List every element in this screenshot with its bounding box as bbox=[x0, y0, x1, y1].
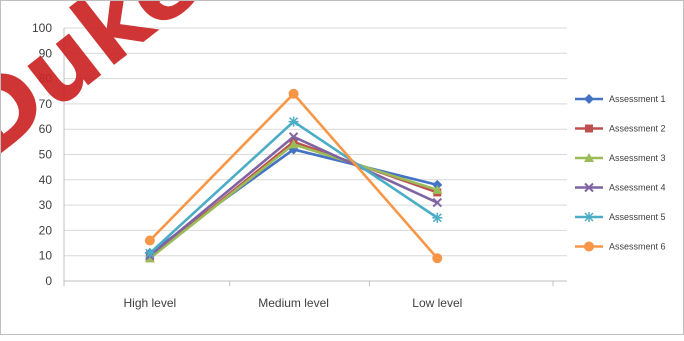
y-tick-label: 20 bbox=[39, 223, 53, 237]
y-tick-label: 70 bbox=[39, 97, 53, 111]
legend-label: Assessment 5 bbox=[609, 212, 666, 222]
legend-label: Assessment 6 bbox=[609, 242, 666, 252]
legend: Assessment 1 Assessment 2 Assessment 3 Asse… bbox=[575, 94, 666, 252]
data-point-assessment-5 bbox=[144, 248, 155, 259]
legend-label: Assessment 3 bbox=[609, 153, 666, 163]
watermark-text: Duke bbox=[1, 1, 221, 179]
x-tick-label: Medium level bbox=[258, 296, 329, 310]
series-line-assessment-2 bbox=[149, 140, 438, 260]
data-point-assessment-6 bbox=[432, 253, 443, 264]
y-tick-label: 10 bbox=[39, 249, 53, 263]
y-tick-label: 50 bbox=[39, 148, 53, 162]
data-point-assessment-5 bbox=[432, 212, 443, 223]
data-point-assessment-1 bbox=[432, 179, 443, 190]
watermark-logo: Duke bbox=[0, 0, 221, 179]
legend-label: Assessment 4 bbox=[609, 183, 666, 193]
series-line-assessment-1 bbox=[149, 148, 438, 255]
legend-label: Assessment 1 bbox=[609, 94, 666, 104]
data-point-assessment-5 bbox=[288, 116, 299, 127]
data-point-assessment-3 bbox=[432, 184, 443, 194]
legend-marker bbox=[584, 212, 594, 222]
x-tick-label: Low level bbox=[412, 296, 462, 310]
data-point-assessment-6 bbox=[288, 88, 299, 99]
legend-marker bbox=[584, 241, 594, 252]
legend-label: Assessment 2 bbox=[609, 124, 666, 134]
legend-marker bbox=[584, 153, 594, 162]
data-point-assessment-4 bbox=[288, 132, 299, 142]
legend-marker bbox=[584, 94, 594, 104]
y-tick-label: 80 bbox=[39, 72, 53, 86]
y-tick-label: 60 bbox=[39, 122, 53, 136]
data-point-assessment-6 bbox=[144, 235, 155, 246]
legend-marker bbox=[584, 182, 594, 193]
series-lines bbox=[144, 88, 443, 264]
data-point-assessment-4 bbox=[432, 197, 442, 208]
y-tick-label: 100 bbox=[32, 21, 52, 35]
y-tick-label: 90 bbox=[39, 46, 53, 60]
axes: 0 10 20 30 40 50 60 70 80 90 100 High level Medium l… bbox=[32, 21, 567, 310]
y-tick-label: 40 bbox=[39, 173, 53, 187]
x-tick-label: High level bbox=[124, 296, 177, 310]
data-point-assessment-3 bbox=[288, 139, 299, 149]
y-tick-label: 0 bbox=[45, 274, 52, 288]
series-line-assessment-3 bbox=[149, 143, 438, 260]
legend-marker bbox=[585, 124, 593, 133]
y-tick-label: 30 bbox=[39, 198, 53, 212]
